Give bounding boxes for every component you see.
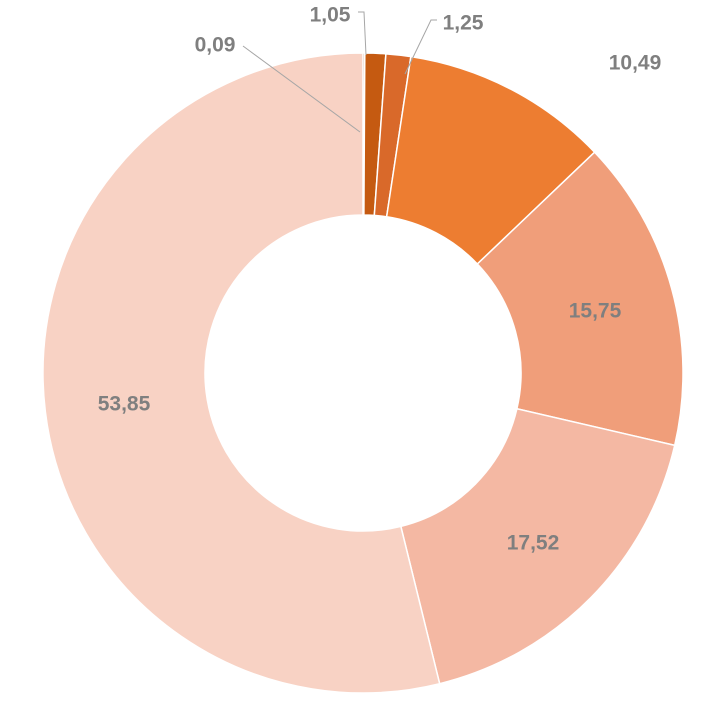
data-label-6: 53,85: [98, 393, 151, 416]
data-label-2: 1,25: [443, 12, 484, 35]
doughnut-slice-3: [385, 55, 596, 266]
doughnut-slice-5: [399, 407, 676, 685]
leader-line-1: [358, 11, 367, 56]
doughnut-slice-4: [476, 151, 684, 447]
data-label-4: 15,75: [569, 300, 622, 323]
data-label-3: 10,49: [609, 52, 662, 75]
doughnut-slice-6: [42, 52, 441, 694]
leader-lines: [242, 11, 437, 133]
doughnut-slices: [42, 52, 684, 694]
data-label-5: 17,52: [507, 532, 560, 555]
data-label-1: 1,05: [310, 4, 351, 27]
leader-line-0: [242, 45, 361, 133]
leader-line-2: [404, 19, 437, 75]
data-label-0: 0,09: [195, 34, 236, 57]
data-labels: 0,09 1,05 1,25 10,49 15,75 17,52 53,85: [98, 4, 662, 555]
